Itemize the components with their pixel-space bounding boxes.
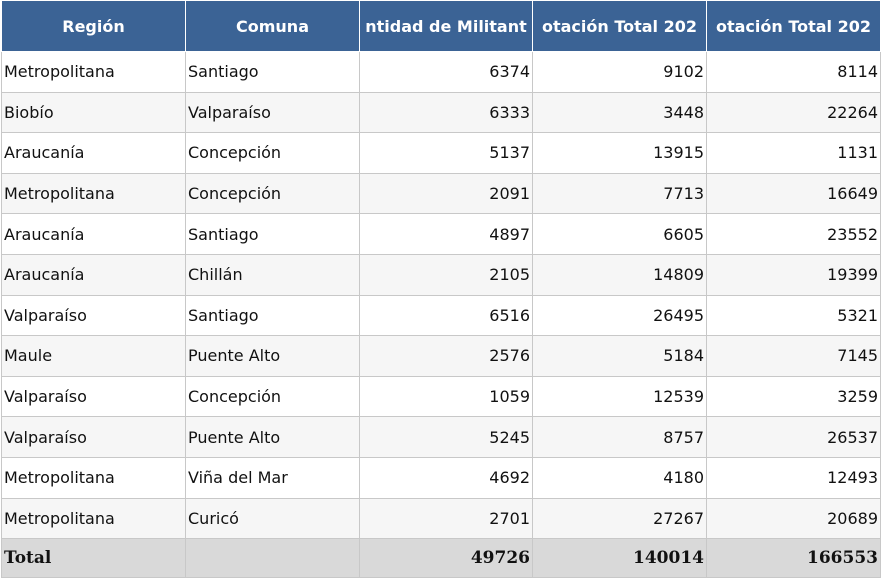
table-row: Araucanía Santiago 4897 6605 23552 — [1, 213, 881, 255]
table-cell: 6605 — [532, 213, 707, 255]
table-cell: 4897 — [359, 213, 533, 255]
total-row: Total 49726 140014 166553 — [1, 538, 881, 579]
table-row: Biobío Valparaíso 6333 3448 22264 — [1, 91, 881, 134]
table-cell: Concepción — [185, 172, 360, 215]
table-cell: Viña del Mar — [185, 456, 360, 499]
table-cell: 13915 — [532, 132, 707, 174]
table-cell: 9102 — [532, 51, 707, 93]
table-row: Valparaíso Concepción 1059 12539 3259 — [1, 375, 881, 418]
table-cell: 16649 — [706, 172, 881, 215]
total-empty — [185, 538, 360, 579]
total-cell: 166553 — [706, 538, 881, 579]
table-cell: Concepción — [185, 375, 360, 418]
table-cell: Araucanía — [1, 132, 186, 174]
table-cell: Curicó — [185, 497, 360, 540]
table-cell: Puente Alto — [185, 335, 360, 377]
table-cell: 20689 — [706, 497, 881, 540]
table-row: Araucanía Concepción 5137 13915 1131 — [1, 132, 881, 174]
table-cell: 2105 — [359, 253, 533, 296]
table-cell: 6516 — [359, 294, 533, 337]
column-header: ntidad de Militant — [359, 0, 533, 52]
table-row: Maule Puente Alto 2576 5184 7145 — [1, 335, 881, 377]
table-cell: 26537 — [706, 416, 881, 458]
total-label: Total — [1, 538, 186, 579]
column-header: otación Total 202 — [706, 0, 881, 52]
table-cell: Valparaíso — [1, 416, 186, 458]
table-cell: Puente Alto — [185, 416, 360, 458]
table-row: Valparaíso Santiago 6516 26495 5321 — [1, 294, 881, 337]
table-cell: Valparaíso — [1, 294, 186, 337]
table-cell: 3448 — [532, 91, 707, 134]
table-cell: 4180 — [532, 456, 707, 499]
table-cell: 19399 — [706, 253, 881, 296]
table-cell: 1059 — [359, 375, 533, 418]
table-cell: Araucanía — [1, 213, 186, 255]
table-cell: 5245 — [359, 416, 533, 458]
table-row: Metropolitana Concepción 2091 7713 16649 — [1, 172, 881, 215]
table-row: Metropolitana Viña del Mar 4692 4180 12493 — [1, 456, 881, 499]
table-cell: 4692 — [359, 456, 533, 499]
table-cell: 27267 — [532, 497, 707, 540]
table-cell: Santiago — [185, 213, 360, 255]
table-cell: 5184 — [532, 335, 707, 377]
table-body: Metropolitana Santiago 6374 9102 8114 Biobío V… — [1, 51, 881, 540]
table-row: Metropolitana Santiago 6374 9102 8114 — [1, 51, 881, 93]
total-cell: 49726 — [359, 538, 533, 579]
table-cell: Metropolitana — [1, 456, 186, 499]
table-cell: 12539 — [532, 375, 707, 418]
table-cell: 12493 — [706, 456, 881, 499]
table-cell: Maule — [1, 335, 186, 377]
table-cell: 1131 — [706, 132, 881, 174]
table-cell: 8757 — [532, 416, 707, 458]
table-cell: 6333 — [359, 91, 533, 134]
table-cell: Chillán — [185, 253, 360, 296]
table-cell: 2576 — [359, 335, 533, 377]
table-cell: Santiago — [185, 294, 360, 337]
table-cell: 2091 — [359, 172, 533, 215]
table-cell: Santiago — [185, 51, 360, 93]
table-cell: 26495 — [532, 294, 707, 337]
table-row: Valparaíso Puente Alto 5245 8757 26537 — [1, 416, 881, 458]
table-cell: 7713 — [532, 172, 707, 215]
table-cell: Araucanía — [1, 253, 186, 296]
table-cell: Biobío — [1, 91, 186, 134]
table-cell: 23552 — [706, 213, 881, 255]
table-cell: 5321 — [706, 294, 881, 337]
table-cell: 7145 — [706, 335, 881, 377]
column-header: Región — [1, 0, 186, 52]
column-header: Comuna — [185, 0, 360, 52]
table-row: Metropolitana Curicó 2701 27267 20689 — [1, 497, 881, 540]
table-cell: 6374 — [359, 51, 533, 93]
table-cell: Valparaíso — [1, 375, 186, 418]
table-cell: 8114 — [706, 51, 881, 93]
table-cell: Metropolitana — [1, 51, 186, 93]
total-cell: 140014 — [532, 538, 707, 579]
table-cell: Metropolitana — [1, 497, 186, 540]
table-cell: 2701 — [359, 497, 533, 540]
table-cell: 5137 — [359, 132, 533, 174]
table-cell: 3259 — [706, 375, 881, 418]
header-row: Región Comuna ntidad de Militant otación To… — [1, 0, 881, 52]
table-cell: 14809 — [532, 253, 707, 296]
table-cell: Concepción — [185, 132, 360, 174]
table-cell: 22264 — [706, 91, 881, 134]
table-cell: Valparaíso — [185, 91, 360, 134]
table-cell: Metropolitana — [1, 172, 186, 215]
column-header: otación Total 202 — [532, 0, 707, 52]
table-row: Araucanía Chillán 2105 14809 19399 — [1, 253, 881, 296]
